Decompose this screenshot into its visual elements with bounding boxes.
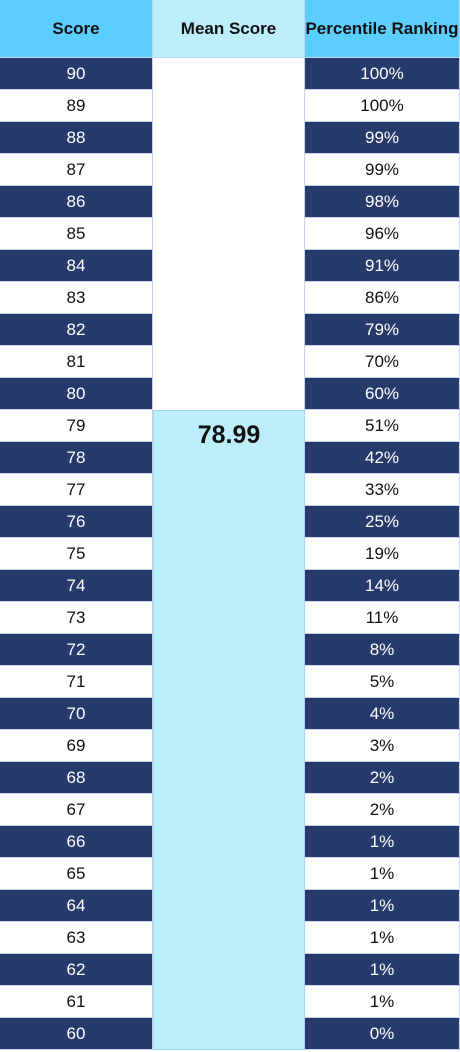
score-cell[interactable]: 73 (0, 602, 153, 634)
mean-score-value[interactable]: 78.99 (153, 410, 305, 1050)
score-cell[interactable]: 67 (0, 794, 153, 826)
percentile-cell[interactable]: 19% (305, 538, 460, 570)
percentile-cell[interactable]: 86% (305, 282, 460, 314)
score-cell[interactable]: 77 (0, 474, 153, 506)
score-cell[interactable]: 61 (0, 986, 153, 1018)
score-cell[interactable]: 74 (0, 570, 153, 602)
percentile-cell[interactable]: 25% (305, 506, 460, 538)
percentile-cell[interactable]: 4% (305, 698, 460, 730)
score-cell[interactable]: 86 (0, 186, 153, 218)
mean-score-empty-cell[interactable] (153, 90, 305, 122)
score-cell[interactable]: 79 (0, 410, 153, 442)
score-cell[interactable]: 85 (0, 218, 153, 250)
percentile-cell[interactable]: 5% (305, 666, 460, 698)
percentile-cell[interactable]: 96% (305, 218, 460, 250)
percentile-cell[interactable]: 79% (305, 314, 460, 346)
percentile-cell[interactable]: 99% (305, 154, 460, 186)
percentile-cell[interactable]: 0% (305, 1018, 460, 1050)
score-cell[interactable]: 80 (0, 378, 153, 410)
score-cell[interactable]: 65 (0, 858, 153, 890)
percentile-cell[interactable]: 99% (305, 122, 460, 154)
header-mean-score[interactable]: Mean Score (153, 0, 305, 58)
score-cell[interactable]: 66 (0, 826, 153, 858)
percentile-cell[interactable]: 98% (305, 186, 460, 218)
percentile-cell[interactable]: 1% (305, 858, 460, 890)
mean-score-empty-cell[interactable] (153, 314, 305, 346)
percentile-cell[interactable]: 91% (305, 250, 460, 282)
score-cell[interactable]: 90 (0, 58, 153, 90)
score-cell[interactable]: 71 (0, 666, 153, 698)
percentile-cell[interactable]: 11% (305, 602, 460, 634)
mean-score-empty-cell[interactable] (153, 378, 305, 410)
mean-score-empty-cell[interactable] (153, 122, 305, 154)
score-cell[interactable]: 70 (0, 698, 153, 730)
score-cell[interactable]: 75 (0, 538, 153, 570)
percentile-cell[interactable]: 8% (305, 634, 460, 666)
percentile-cell[interactable]: 1% (305, 922, 460, 954)
header-score[interactable]: Score (0, 0, 153, 58)
header-percentile-ranking[interactable]: Percentile Ranking (305, 0, 460, 58)
percentile-cell[interactable]: 1% (305, 826, 460, 858)
mean-score-empty-cell[interactable] (153, 346, 305, 378)
percentile-cell[interactable]: 51% (305, 410, 460, 442)
percentile-cell[interactable]: 1% (305, 890, 460, 922)
percentile-cell[interactable]: 1% (305, 986, 460, 1018)
percentile-cell[interactable]: 42% (305, 442, 460, 474)
percentile-cell[interactable]: 2% (305, 762, 460, 794)
percentile-cell[interactable]: 70% (305, 346, 460, 378)
score-cell[interactable]: 87 (0, 154, 153, 186)
percentile-cell[interactable]: 100% (305, 90, 460, 122)
score-cell[interactable]: 72 (0, 634, 153, 666)
score-cell[interactable]: 82 (0, 314, 153, 346)
score-cell[interactable]: 62 (0, 954, 153, 986)
score-cell[interactable]: 76 (0, 506, 153, 538)
score-cell[interactable]: 89 (0, 90, 153, 122)
score-cell[interactable]: 69 (0, 730, 153, 762)
mean-score-empty-cell[interactable] (153, 186, 305, 218)
percentile-cell[interactable]: 1% (305, 954, 460, 986)
score-cell[interactable]: 78 (0, 442, 153, 474)
score-cell[interactable]: 84 (0, 250, 153, 282)
score-cell[interactable]: 83 (0, 282, 153, 314)
percentile-cell[interactable]: 100% (305, 58, 460, 90)
score-cell[interactable]: 63 (0, 922, 153, 954)
score-cell[interactable]: 64 (0, 890, 153, 922)
percentile-cell[interactable]: 3% (305, 730, 460, 762)
score-cell[interactable]: 88 (0, 122, 153, 154)
mean-score-empty-cell[interactable] (153, 218, 305, 250)
percentile-cell[interactable]: 14% (305, 570, 460, 602)
mean-score-empty-cell[interactable] (153, 282, 305, 314)
score-cell[interactable]: 81 (0, 346, 153, 378)
score-cell[interactable]: 68 (0, 762, 153, 794)
mean-score-empty-cell[interactable] (153, 154, 305, 186)
percentile-cell[interactable]: 33% (305, 474, 460, 506)
mean-score-empty-cell[interactable] (153, 58, 305, 90)
mean-score-empty-cell[interactable] (153, 250, 305, 282)
percentile-cell[interactable]: 60% (305, 378, 460, 410)
percentile-cell[interactable]: 2% (305, 794, 460, 826)
score-cell[interactable]: 60 (0, 1018, 153, 1050)
